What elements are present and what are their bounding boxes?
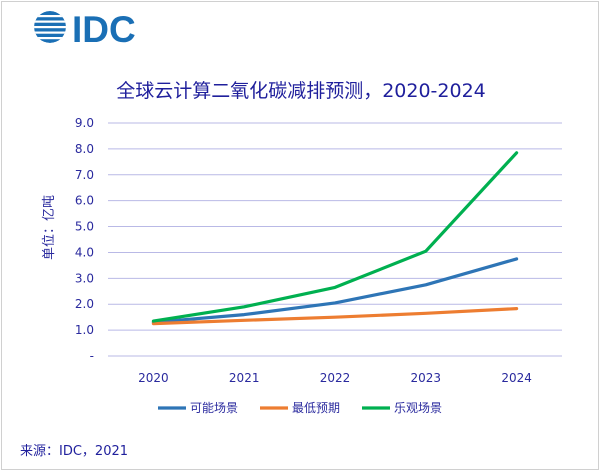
legend-label: 可能场景 [190, 401, 238, 415]
globe-icon [34, 11, 66, 43]
chart-title: 全球云计算二氧化碳减排预测，2020-2024 [116, 80, 486, 102]
idc-logo: IDC [34, 9, 136, 48]
y-tick-label: 3.0 [75, 271, 94, 285]
y-tick-label: 2.0 [75, 297, 94, 311]
x-tick-label: 2020 [138, 371, 169, 385]
y-axis-label: 单位：亿吨 [42, 195, 57, 260]
series-line-1 [151, 257, 519, 324]
y-tick-label: - [90, 349, 94, 363]
x-tick-label: 2024 [501, 371, 532, 385]
y-tick-label: 8.0 [75, 142, 94, 156]
y-tick-label: 7.0 [75, 168, 94, 182]
y-tick-label: 4.0 [75, 245, 94, 259]
y-tick-label: 6.0 [75, 194, 94, 208]
y-tick-label: 1.0 [75, 323, 94, 337]
x-tick-label: 2023 [411, 371, 442, 385]
legend-label: 最低预期 [292, 401, 340, 415]
y-tick-label: 5.0 [75, 220, 94, 234]
x-tick-label: 2021 [229, 371, 260, 385]
series-line-2 [151, 307, 519, 326]
logo-text: IDC [72, 9, 136, 48]
legend-label: 乐观场景 [394, 401, 442, 415]
y-tick-label: 9.0 [75, 116, 94, 130]
series-line-3 [151, 151, 519, 323]
x-tick-label: 2022 [320, 371, 351, 385]
source-note: 来源：IDC，2021 [20, 444, 129, 459]
